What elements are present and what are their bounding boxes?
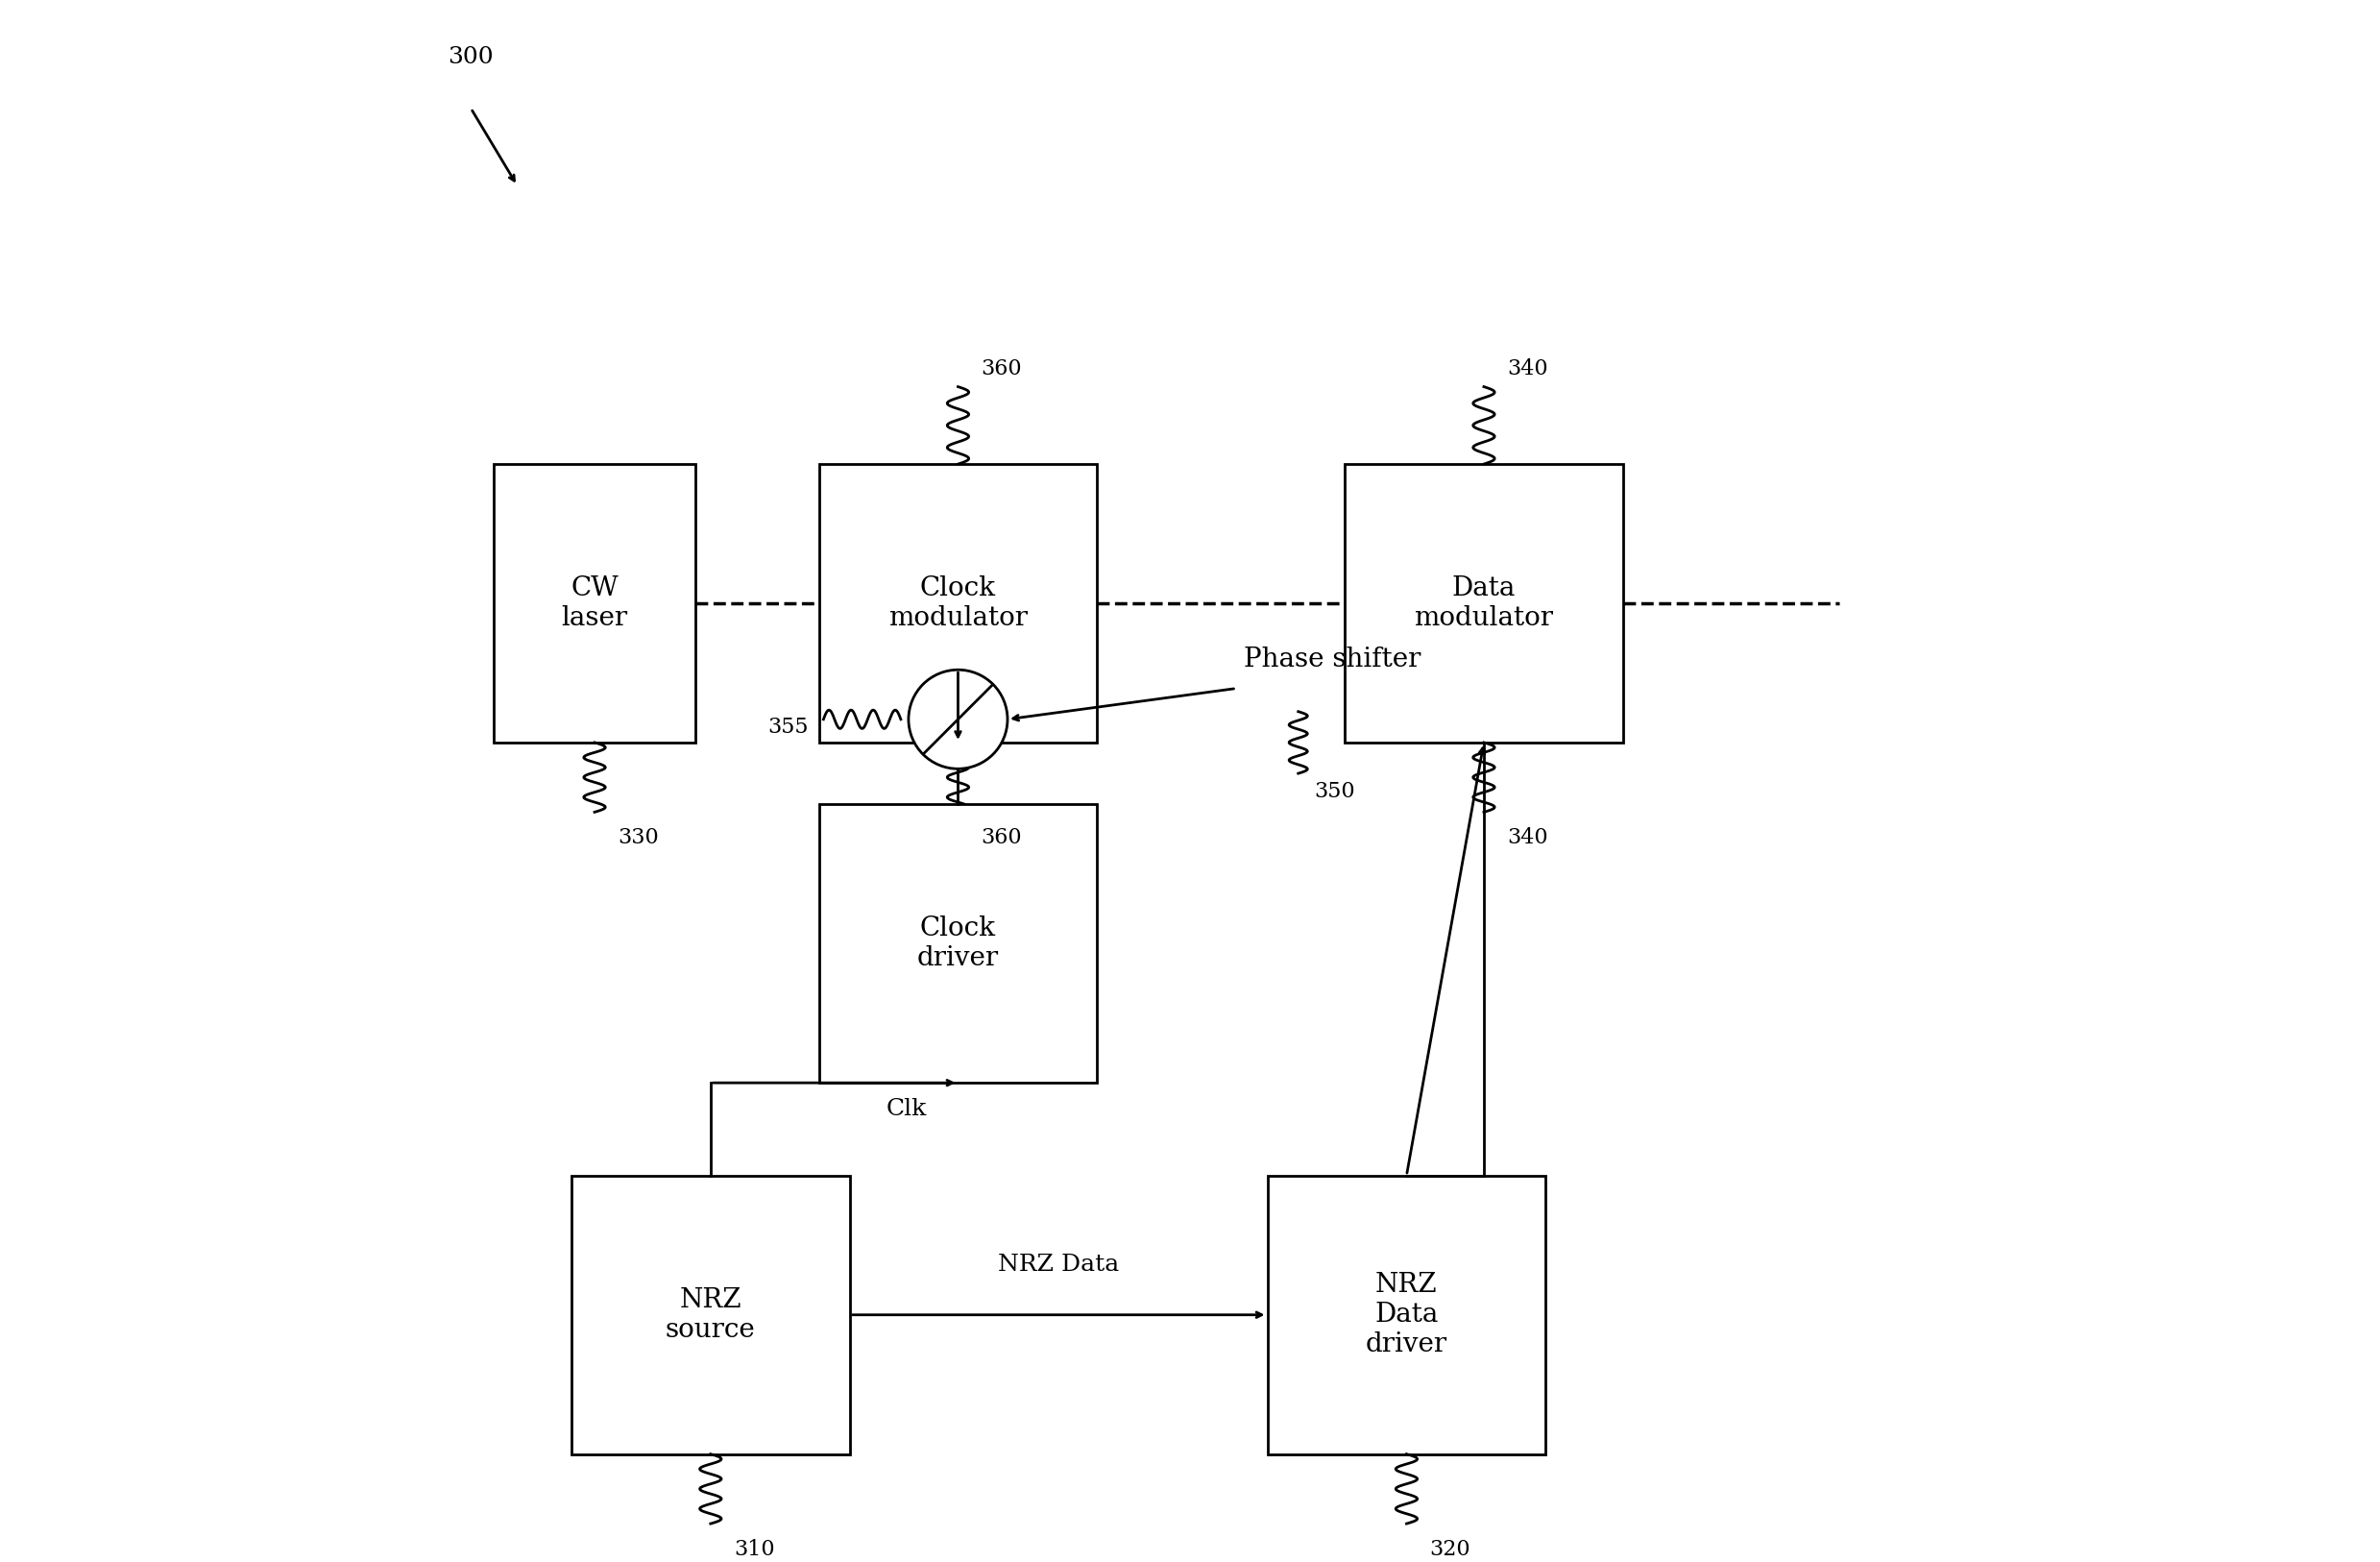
Text: Clock
driver: Clock driver <box>916 915 1000 972</box>
Text: Clk: Clk <box>885 1098 928 1120</box>
Text: 350: 350 <box>1314 781 1354 803</box>
Text: 340: 340 <box>1507 358 1547 380</box>
Text: CW
laser: CW laser <box>562 575 628 631</box>
Text: 310: 310 <box>733 1539 776 1560</box>
Text: Phase shifter: Phase shifter <box>1245 647 1421 673</box>
Text: 360: 360 <box>981 358 1021 380</box>
Text: 320: 320 <box>1430 1539 1471 1560</box>
Text: NRZ
source: NRZ source <box>666 1287 754 1343</box>
FancyBboxPatch shape <box>571 1176 850 1454</box>
Text: 355: 355 <box>766 717 807 737</box>
Text: NRZ Data: NRZ Data <box>997 1254 1119 1276</box>
Ellipse shape <box>909 670 1007 769</box>
Text: 330: 330 <box>619 828 659 848</box>
FancyBboxPatch shape <box>1266 1176 1545 1454</box>
Text: 300: 300 <box>447 47 493 69</box>
Text: Data
modulator: Data modulator <box>1414 575 1554 631</box>
FancyBboxPatch shape <box>819 804 1097 1082</box>
Text: 340: 340 <box>1507 828 1547 848</box>
Text: NRZ
Data
driver: NRZ Data driver <box>1366 1271 1447 1357</box>
Text: 360: 360 <box>981 828 1021 848</box>
FancyBboxPatch shape <box>495 464 695 742</box>
FancyBboxPatch shape <box>819 464 1097 742</box>
Text: Clock
modulator: Clock modulator <box>888 575 1028 631</box>
FancyBboxPatch shape <box>1345 464 1623 742</box>
